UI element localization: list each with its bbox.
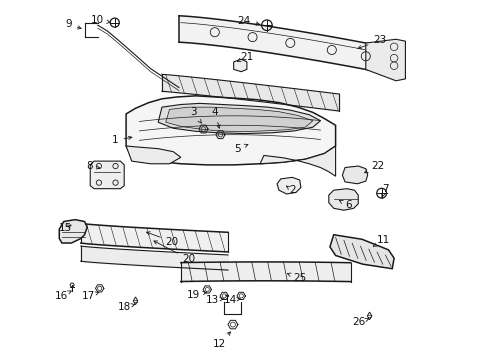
Text: 13: 13 (205, 295, 224, 305)
Text: 1: 1 (112, 135, 132, 145)
Text: 15: 15 (59, 223, 72, 233)
Text: 17: 17 (81, 291, 99, 301)
Text: 11: 11 (373, 235, 390, 246)
Text: 6: 6 (340, 200, 352, 210)
Polygon shape (166, 107, 313, 132)
Text: 7: 7 (382, 184, 388, 197)
Text: 25: 25 (287, 273, 307, 283)
Text: 22: 22 (365, 161, 385, 173)
Polygon shape (126, 96, 336, 165)
Polygon shape (366, 39, 405, 81)
Text: 24: 24 (238, 17, 260, 26)
Polygon shape (59, 220, 87, 243)
Polygon shape (343, 166, 368, 184)
Text: 20: 20 (154, 241, 196, 264)
Text: 14: 14 (223, 295, 240, 305)
Text: 5: 5 (235, 144, 248, 154)
Text: 3: 3 (190, 107, 201, 123)
Text: 21: 21 (237, 51, 254, 62)
Text: 2: 2 (287, 185, 296, 195)
Text: 12: 12 (213, 332, 230, 349)
Polygon shape (234, 59, 247, 72)
Text: 8: 8 (87, 161, 100, 171)
Text: 19: 19 (187, 290, 206, 300)
Polygon shape (126, 146, 181, 164)
Text: 4: 4 (211, 107, 220, 128)
Text: 20: 20 (147, 232, 179, 247)
Text: 23: 23 (358, 35, 387, 49)
Polygon shape (260, 146, 336, 176)
Polygon shape (158, 103, 320, 134)
Polygon shape (90, 161, 124, 189)
Polygon shape (277, 177, 301, 194)
Text: 16: 16 (54, 291, 71, 301)
Text: 26: 26 (352, 317, 368, 327)
Polygon shape (330, 235, 394, 269)
Text: 18: 18 (118, 302, 135, 312)
Text: 10: 10 (90, 14, 110, 24)
Text: 9: 9 (66, 19, 81, 29)
Polygon shape (329, 189, 358, 210)
